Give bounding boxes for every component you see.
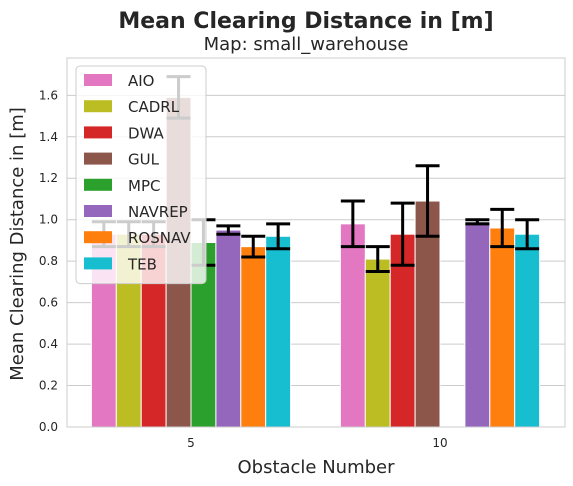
legend-box (75, 65, 207, 285)
legend-swatch (84, 100, 112, 113)
y-tick-label: 1.2 (39, 171, 58, 185)
legend: AIO CADRL DWA GUL MPC NAVREP ROSNAV TEB (75, 65, 207, 285)
legend-swatch (84, 257, 112, 270)
y-tick-label: 1.4 (39, 130, 58, 144)
legend-swatch (84, 231, 112, 244)
legend-label: MPC (128, 177, 160, 195)
legend-label: TEB (127, 255, 157, 273)
y-axis-ticks: 0.0 0.2 0.4 0.6 0.8 1.0 1.2 1.4 1.6 (39, 88, 58, 434)
chart-title: Mean Clearing Distance in [m] (118, 9, 493, 34)
bar (265, 235, 292, 428)
y-tick-label: 0.4 (39, 337, 58, 351)
y-axis-label: Mean Clearing Distance in [m] (7, 107, 28, 381)
legend-label: AIO (128, 72, 155, 90)
bar (215, 229, 242, 428)
legend-swatch (84, 74, 112, 86)
bar (489, 227, 516, 428)
y-tick-label: 0.2 (39, 379, 58, 393)
bar (514, 233, 541, 428)
x-axis-ticks: 5 10 (187, 436, 447, 450)
legend-label: DWA (128, 124, 165, 142)
legend-label: NAVREP (128, 203, 188, 221)
y-tick-label: 1.6 (39, 88, 58, 102)
y-tick-label: 0.6 (39, 296, 58, 310)
plot-area-frame (66, 57, 566, 428)
x-axis-label: Obstacle Number (237, 457, 395, 478)
y-tick-label: 0.8 (39, 254, 58, 268)
legend-swatch (84, 178, 112, 191)
legend-label: GUL (128, 151, 160, 169)
legend-swatch (84, 152, 112, 165)
chart-subtitle: Map: small_warehouse (204, 34, 409, 55)
y-tick-label: 1.0 (39, 213, 58, 227)
bar (364, 258, 391, 428)
legend-swatch (84, 205, 112, 217)
legend-swatch (84, 126, 112, 139)
x-tick-label: 5 (187, 436, 195, 450)
y-tick-label: 0.0 (39, 420, 58, 434)
bar (339, 223, 366, 428)
bar (240, 246, 267, 428)
bar (414, 200, 441, 428)
legend-label: ROSNAV (128, 229, 191, 247)
legend-label: CADRL (128, 98, 180, 116)
bar (464, 221, 491, 428)
x-tick-label: 10 (432, 436, 447, 450)
